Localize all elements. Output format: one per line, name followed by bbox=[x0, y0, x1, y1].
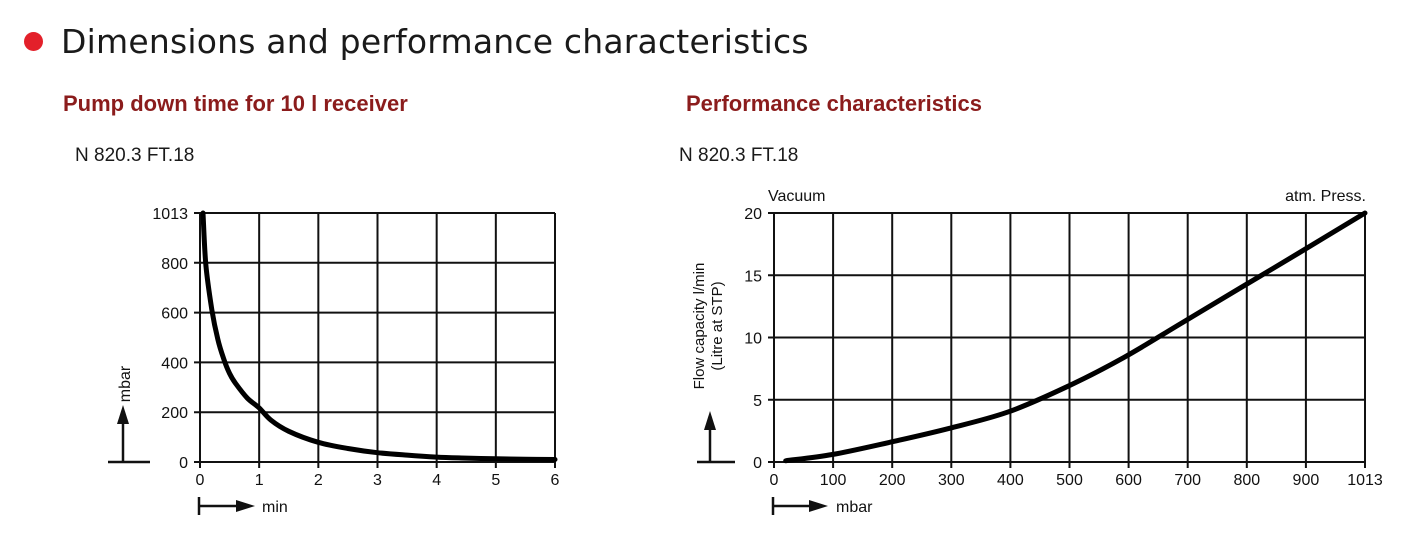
performance-series bbox=[783, 210, 1368, 464]
y-tick-label: 1013 bbox=[152, 206, 188, 223]
atm-press-annotation: atm. Press. bbox=[1285, 188, 1366, 205]
series-line-0 bbox=[200, 210, 558, 462]
y-tick-label: 800 bbox=[161, 256, 188, 273]
pump-down-series bbox=[200, 210, 558, 462]
performance-ylabel-line1: Flow capacity l/min bbox=[691, 263, 708, 390]
x-tick-label: 400 bbox=[997, 472, 1024, 489]
left-model-label: N 820.3 FT.18 bbox=[75, 145, 195, 166]
x-tick-label: 600 bbox=[1115, 472, 1142, 489]
y-axis-arrow-icon bbox=[697, 411, 735, 464]
x-tick-label: 0 bbox=[196, 472, 205, 489]
x-axis-arrow-icon bbox=[771, 497, 828, 515]
y-tick-label: 10 bbox=[744, 331, 762, 348]
pump-down-chart: 0 1 2 3 4 5 6 0 200 400 600 800 1013 mbar min bbox=[108, 206, 560, 516]
series-line-0 bbox=[783, 210, 1368, 464]
x-tick-label: 500 bbox=[1056, 472, 1083, 489]
performance-chart: 0 100 200 300 400 500 600 700 800 900 1013 0 5 10 15 20… bbox=[691, 188, 1383, 516]
x-tick-label: 300 bbox=[938, 472, 965, 489]
y-tick-label: 5 bbox=[753, 393, 762, 410]
y-tick-label: 0 bbox=[753, 455, 762, 472]
section-header: Dimensions and performance characteristi… bbox=[24, 18, 809, 64]
y-tick-label: 200 bbox=[161, 405, 188, 422]
x-axis-arrow-icon bbox=[197, 497, 255, 515]
x-tick-label: 0 bbox=[770, 472, 779, 489]
section-title: Dimensions and performance characteristi… bbox=[61, 21, 809, 61]
x-tick-label: 3 bbox=[373, 472, 382, 489]
performance-grid bbox=[768, 212, 1366, 463]
x-tick-label: 1 bbox=[255, 472, 264, 489]
right-chart-heading: Performance characteristics bbox=[686, 91, 982, 116]
y-tick-label: 400 bbox=[161, 355, 188, 372]
x-tick-label: 900 bbox=[1293, 472, 1320, 489]
y-tick-label: 15 bbox=[744, 268, 762, 285]
red-bullet-icon bbox=[24, 31, 43, 51]
right-model-label: N 820.3 FT.18 bbox=[679, 145, 799, 166]
x-tick-label: 6 bbox=[551, 472, 560, 489]
y-tick-label: 600 bbox=[161, 306, 188, 323]
performance-axis-labels: Vacuum atm. Press. Flow capacity l/min (… bbox=[691, 188, 1366, 516]
performance-ylabel-line2: (Litre at STP) bbox=[709, 281, 726, 370]
x-tick-label: 5 bbox=[491, 472, 500, 489]
vacuum-annotation: Vacuum bbox=[768, 188, 826, 205]
left-chart-heading: Pump down time for 10 l receiver bbox=[63, 91, 408, 116]
pump-down-ylabel: mbar bbox=[117, 365, 134, 402]
x-tick-label: 4 bbox=[432, 472, 441, 489]
y-tick-label: 20 bbox=[744, 206, 762, 223]
x-tick-label: 1013 bbox=[1347, 472, 1383, 489]
pump-down-axis-labels: mbar min bbox=[108, 365, 288, 516]
x-tick-label: 100 bbox=[820, 472, 847, 489]
performance-xlabel: mbar bbox=[836, 499, 873, 516]
y-axis-arrow-icon bbox=[108, 405, 150, 464]
pump-down-grid bbox=[194, 212, 556, 463]
x-tick-label: 2 bbox=[314, 472, 323, 489]
performance-ticks: 0 100 200 300 400 500 600 700 800 900 1013 0 5 10 15 20 bbox=[744, 206, 1383, 489]
y-tick-label: 0 bbox=[179, 455, 188, 472]
x-tick-label: 200 bbox=[879, 472, 906, 489]
x-tick-label: 800 bbox=[1233, 472, 1260, 489]
pump-down-xlabel: min bbox=[262, 499, 288, 516]
x-tick-label: 700 bbox=[1174, 472, 1201, 489]
pump-down-ticks: 0 1 2 3 4 5 6 0 200 400 600 800 1013 bbox=[152, 206, 559, 489]
